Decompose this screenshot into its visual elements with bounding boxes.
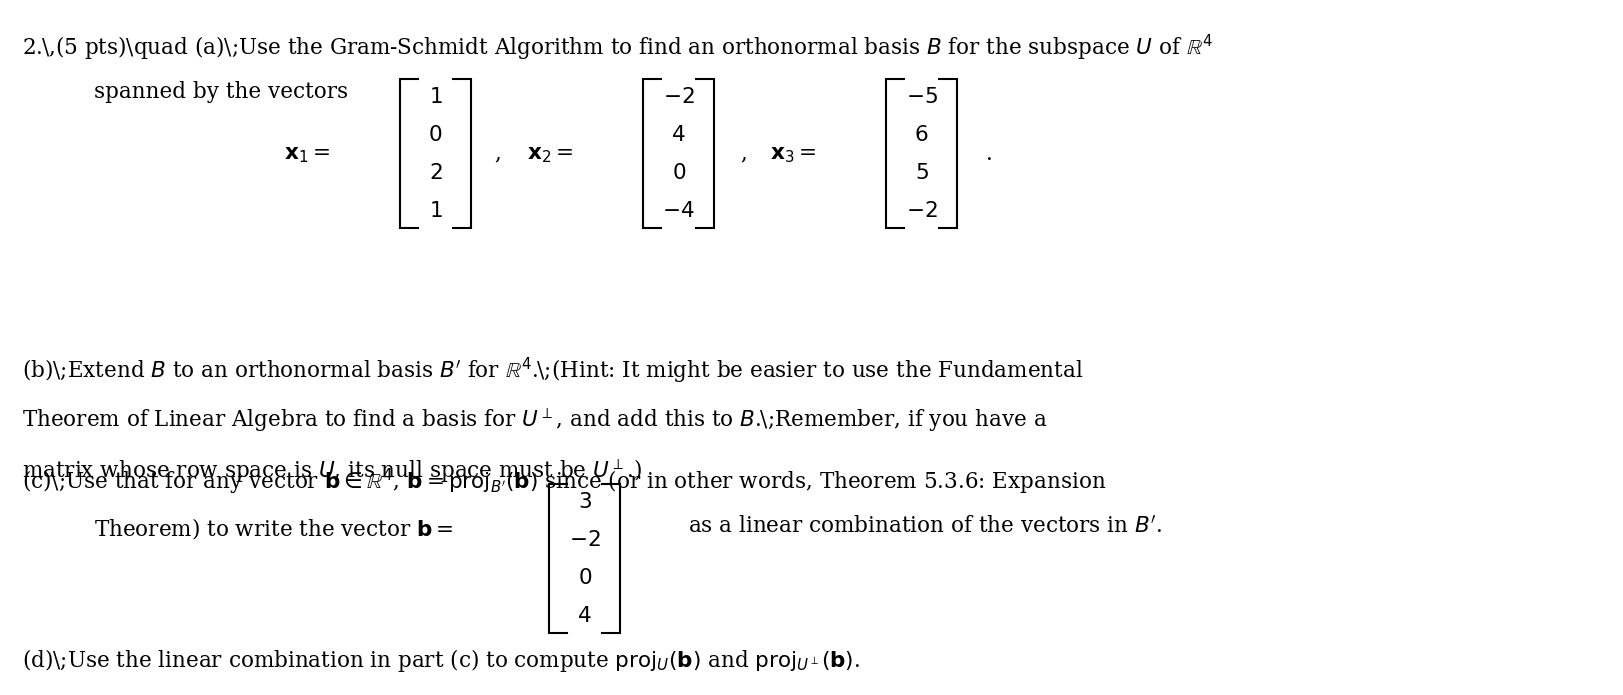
Text: Theorem) to write the vector $\mathbf{b} = $: Theorem) to write the vector $\mathbf{b}… [94,516,453,541]
Text: ,: , [740,142,747,165]
Text: (d)\;Use the linear combination in part (c) to compute $\mathrm{proj}_U(\mathbf{: (d)\;Use the linear combination in part … [23,646,860,673]
Text: (c)\;Use that for any vector $\mathbf{b} \in \mathbb{R}^4$, $\mathbf{b} = \mathr: (c)\;Use that for any vector $\mathbf{b}… [23,467,1107,498]
Text: $-2$: $-2$ [568,529,601,550]
Text: $\mathbf{x}_2 = $: $\mathbf{x}_2 = $ [527,142,573,165]
Text: $\mathbf{x}_1 = $: $\mathbf{x}_1 = $ [284,142,331,165]
Text: $4$: $4$ [672,124,687,146]
Text: $6$: $6$ [914,124,928,146]
Text: $0$: $0$ [578,566,592,589]
Text: $-2$: $-2$ [906,199,938,222]
Text: $2$: $2$ [428,162,443,183]
Text: .: . [987,142,993,165]
Text: $0$: $0$ [428,124,443,146]
Text: $-4$: $-4$ [662,199,695,222]
Text: $0$: $0$ [672,162,687,183]
Text: $1$: $1$ [428,85,443,108]
Text: $3$: $3$ [578,491,592,512]
Text: $\mathbf{x}_3 = $: $\mathbf{x}_3 = $ [771,142,816,165]
Text: matrix whose row space is $U$, its null space must be $U^\perp$.): matrix whose row space is $U$, its null … [23,457,643,485]
Text: as a linear combination of the vectors in $B'$.: as a linear combination of the vectors i… [688,516,1162,539]
Text: (b)\;Extend $B$ to an orthonormal basis $B'$ for $\mathbb{R}^4$.\;(Hint: It migh: (b)\;Extend $B$ to an orthonormal basis … [23,356,1084,386]
Text: $4$: $4$ [578,605,592,627]
Text: $-5$: $-5$ [906,85,938,108]
Text: 2.\,(5 pts)\quad (a)\;Use the Gram-Schmidt Algorithm to find an orthonormal basi: 2.\,(5 pts)\quad (a)\;Use the Gram-Schmi… [23,33,1212,63]
Text: $-2$: $-2$ [662,85,695,108]
Text: $1$: $1$ [428,199,443,222]
Text: spanned by the vectors: spanned by the vectors [94,81,347,103]
Text: ,: , [493,142,500,165]
Text: $5$: $5$ [915,162,928,183]
Text: Theorem of Linear Algebra to find a basis for $U^\perp$, and add this to $B$.\;R: Theorem of Linear Algebra to find a basi… [23,407,1048,434]
